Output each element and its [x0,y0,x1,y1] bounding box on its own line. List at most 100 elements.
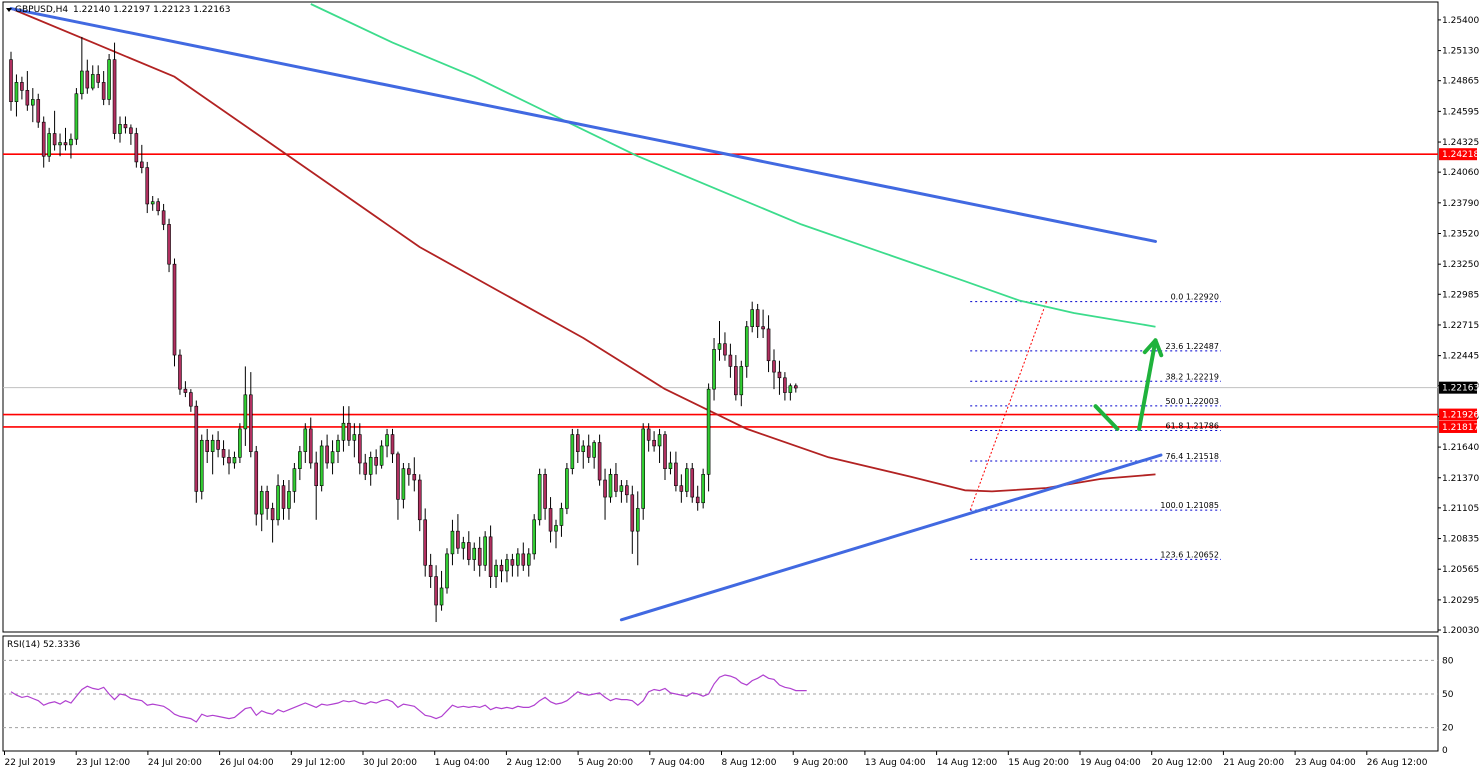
candle-body [145,167,150,205]
ohlc-label: 1.22140 1.22197 1.22123 1.22163 [73,5,230,15]
candle-body [641,428,646,509]
y-tick-label: 1.23520 [1442,229,1479,239]
candle-body [586,445,591,458]
candle-body [25,90,30,106]
candle-body [58,142,62,146]
candle-body [788,385,793,393]
candle-body [238,428,242,458]
rsi-line [10,674,807,723]
candle-body [701,474,705,504]
candle-body [450,530,455,555]
candle-body [428,564,433,577]
candle-body [772,360,776,373]
candle-body [516,553,520,566]
candle-body [30,99,35,106]
symbol-label: GBPUSD,H4 [15,5,68,15]
candle-body [521,553,526,566]
candle-body [744,326,749,367]
x-tick-label: 26 Jul 04:00 [220,758,274,768]
candle-body [112,59,117,134]
y-tick-label: 1.20835 [1442,535,1479,545]
candle-body [505,559,509,572]
candle-body [276,485,280,521]
candle-body [488,536,493,577]
main-pane-frame [2,1,1439,633]
candle-body [379,445,384,466]
moving-average-line [310,3,1156,328]
candle-body [663,434,667,469]
fib-level-label: 61.8 1.21786 [1166,421,1219,430]
candle-body [47,133,51,157]
candle-body [221,449,226,458]
y-tick-label: 1.24865 [1442,77,1479,87]
candle-body [543,474,547,509]
y-tick-label: 1.24060 [1442,168,1479,178]
candle-body [314,462,319,487]
candle-body [619,485,624,492]
candle-body [684,468,689,492]
candle-body [723,343,727,356]
x-tick-label: 20 Aug 12:00 [1152,758,1213,768]
fib-level-label: 123.6 1.20652 [1160,550,1219,559]
candle-body [477,547,482,566]
candle-body [537,474,542,521]
candle-body [352,434,357,441]
candle-body [336,439,340,452]
candle-body [134,133,139,163]
candle-body [483,536,487,566]
candle-body [510,559,515,566]
candle-body [532,519,537,555]
rsi-indicator: 80 50 20 0 [3,656,1454,756]
y-tick-label: 1.21370 [1442,474,1479,484]
candle-body [357,434,362,464]
x-tick-label: 13 Aug 04:00 [865,758,926,768]
candle-body [325,445,329,464]
candle-body [575,434,580,452]
trendline[interactable] [9,7,1157,243]
candle-body [41,121,46,157]
candle-body [777,371,782,379]
rsi-tick-label: 20 [1442,724,1454,734]
price-level-tag [1439,408,1477,421]
candle-body [717,343,722,350]
time-axis: 22 Jul 2019 23 Jul 12:00 24 Jul 20:00 26 Ju… [4,751,1428,768]
candle-body [216,439,220,450]
candle-body [205,439,209,452]
x-tick-label: 29 Jul 12:00 [291,758,345,768]
x-tick-label: 9 Aug 20:00 [793,758,848,768]
candle-body [466,542,471,560]
candle-body [150,201,155,205]
rsi-tick-label: 80 [1442,656,1454,666]
candle-body [319,445,324,487]
trendline[interactable] [619,453,1163,622]
candle-body [597,442,602,481]
candle-body [292,468,297,492]
candle-body [401,468,406,500]
fib-level-label: 50.0 1.22003 [1166,397,1219,406]
candle-body [368,457,373,475]
candle-body [739,366,744,396]
fib-level-label: 100.0 1.21085 [1160,501,1219,510]
price-axis: 1.25400 1.25130 1.24865 1.24595 1.24325 1.240… [1438,16,1479,636]
candle-body [199,439,204,492]
candle-body [690,468,695,498]
candle-body [734,366,738,396]
price-level-label: 1.21817 [1442,423,1479,433]
y-tick-label: 1.24325 [1442,138,1479,148]
candle-body [69,138,73,146]
chevron-down-icon[interactable] [6,8,12,12]
candle-body [472,547,477,560]
candle-body [101,82,106,100]
y-tick-label: 1.25400 [1442,16,1479,26]
x-tick-label: 14 Aug 12:00 [937,758,998,768]
candle-body [766,328,771,362]
candle-body [374,457,378,466]
candle-body [298,451,302,469]
candle-body [178,354,182,390]
fib-level-label: 76.4 1.21518 [1166,452,1219,461]
candle-body [635,508,640,532]
y-tick-label: 1.21105 [1442,504,1479,514]
y-tick-label: 1.20565 [1442,565,1479,575]
candle-body [189,392,193,407]
